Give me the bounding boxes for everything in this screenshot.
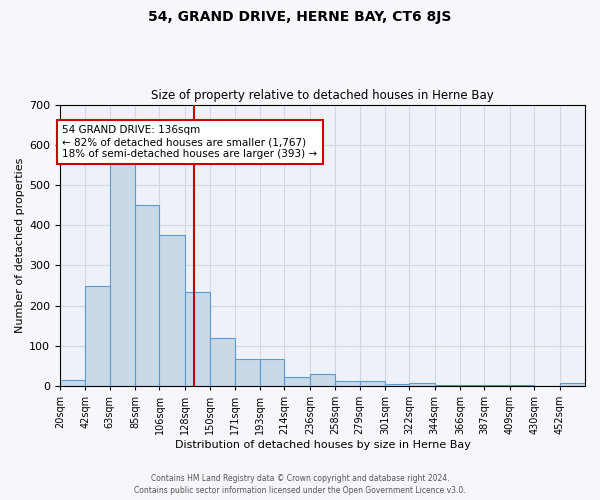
Bar [510, 385, 534, 386]
Text: 54, GRAND DRIVE, HERNE BAY, CT6 8JS: 54, GRAND DRIVE, HERNE BAY, CT6 8JS [148, 10, 452, 24]
Bar [434, 385, 460, 386]
Bar [235, 359, 260, 386]
Bar [335, 381, 359, 386]
Bar [60, 380, 85, 386]
Bar [211, 338, 235, 386]
Bar [560, 383, 585, 386]
Bar [284, 377, 310, 386]
Bar [185, 292, 211, 386]
X-axis label: Distribution of detached houses by size in Herne Bay: Distribution of detached houses by size … [175, 440, 470, 450]
Title: Size of property relative to detached houses in Herne Bay: Size of property relative to detached ho… [151, 89, 494, 102]
Bar [385, 384, 409, 386]
Bar [110, 152, 135, 386]
Text: 54 GRAND DRIVE: 136sqm
← 82% of detached houses are smaller (1,767)
18% of semi-: 54 GRAND DRIVE: 136sqm ← 82% of detached… [62, 126, 317, 158]
Bar [409, 383, 434, 386]
Bar [135, 205, 160, 386]
Text: Contains HM Land Registry data © Crown copyright and database right 2024.
Contai: Contains HM Land Registry data © Crown c… [134, 474, 466, 495]
Y-axis label: Number of detached properties: Number of detached properties [15, 158, 25, 333]
Bar [260, 359, 284, 386]
Bar [85, 286, 110, 386]
Bar [484, 385, 510, 386]
Bar [160, 235, 185, 386]
Bar [310, 374, 335, 386]
Bar [359, 381, 385, 386]
Bar [460, 385, 484, 386]
